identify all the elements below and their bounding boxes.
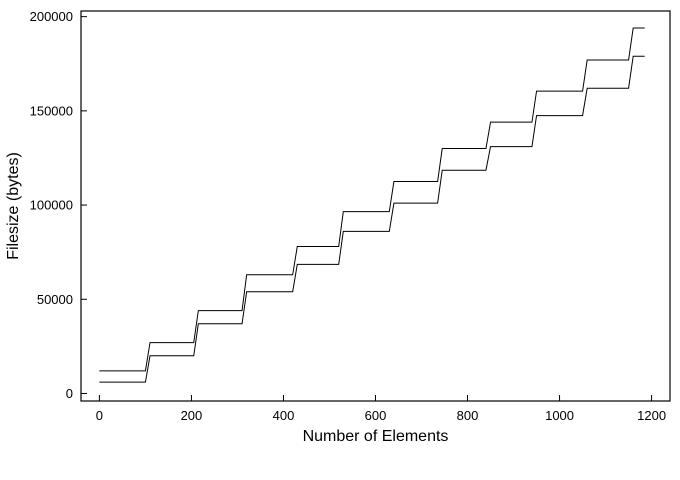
series-line-1 xyxy=(99,27,645,372)
y-tick-label: 0 xyxy=(66,386,73,401)
x-tick-label: 1200 xyxy=(637,408,666,423)
y-tick-label: 100000 xyxy=(30,198,73,213)
y-tick-label: 50000 xyxy=(37,292,73,307)
series-layer xyxy=(99,27,645,383)
x-tick-label: 0 xyxy=(96,408,103,423)
y-axis-title: Filesize (bytes) xyxy=(5,152,22,260)
x-axis-title: Number of Elements xyxy=(303,428,449,445)
y-tick-label: 150000 xyxy=(30,103,73,118)
x-tick-label: 400 xyxy=(273,408,295,423)
x-tick-label: 800 xyxy=(457,408,479,423)
series-line-2 xyxy=(99,55,645,383)
x-tick-label: 1000 xyxy=(545,408,574,423)
x-tick-label: 600 xyxy=(365,408,387,423)
ticks-layer: 0 200 400 600 800 1000 1200 0 50000 100000 150000 2… xyxy=(30,9,666,423)
plot-frame xyxy=(80,10,671,402)
y-tick-label: 200000 xyxy=(30,9,73,24)
x-tick-label: 200 xyxy=(181,408,203,423)
